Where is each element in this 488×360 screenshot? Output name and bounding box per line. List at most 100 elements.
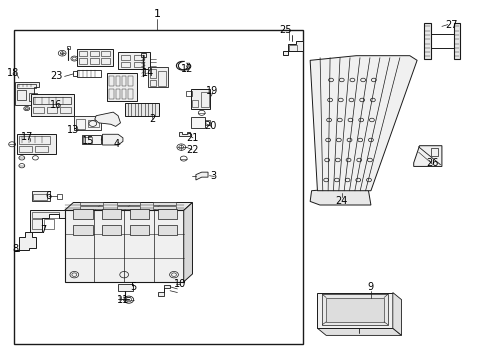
Text: 13: 13	[67, 125, 79, 135]
Bar	[73, 225, 93, 235]
Bar	[83, 137, 92, 143]
Polygon shape	[95, 112, 120, 126]
Bar	[158, 208, 177, 219]
Bar	[46, 107, 57, 113]
Bar	[20, 136, 50, 144]
Bar	[31, 192, 50, 202]
Bar	[80, 202, 103, 205]
Bar	[129, 225, 149, 235]
Polygon shape	[183, 203, 192, 282]
Bar	[424, 23, 430, 59]
Bar	[79, 58, 87, 64]
Bar	[158, 225, 177, 235]
Bar	[102, 225, 121, 235]
Text: 16: 16	[50, 100, 62, 110]
Bar	[141, 53, 145, 57]
Bar	[76, 118, 85, 129]
Polygon shape	[64, 203, 192, 210]
Text: 24: 24	[335, 197, 347, 206]
Text: 14: 14	[142, 68, 154, 78]
Bar	[204, 120, 210, 125]
Text: 17: 17	[21, 132, 33, 142]
Bar	[201, 93, 208, 107]
Text: 2: 2	[149, 114, 156, 124]
Text: 7: 7	[40, 225, 46, 235]
Text: 12: 12	[181, 64, 193, 74]
Bar	[79, 51, 87, 57]
Bar	[134, 55, 143, 60]
Bar	[57, 194, 61, 199]
Polygon shape	[413, 146, 441, 166]
Bar	[317, 293, 392, 328]
Bar	[191, 117, 204, 128]
Text: 20: 20	[204, 121, 217, 131]
Bar	[73, 208, 93, 219]
Bar	[81, 135, 101, 144]
Bar	[74, 116, 101, 130]
Bar	[33, 97, 71, 104]
Bar	[116, 202, 140, 205]
Bar	[77, 49, 113, 66]
Bar	[118, 284, 132, 291]
Bar	[80, 206, 103, 208]
Bar	[116, 76, 120, 86]
Bar	[90, 58, 99, 64]
Text: 10: 10	[174, 279, 186, 289]
Bar	[32, 219, 41, 229]
Bar	[191, 89, 210, 109]
Polygon shape	[158, 285, 170, 296]
Text: 4: 4	[113, 139, 119, 149]
Bar	[325, 297, 383, 322]
Bar	[153, 206, 176, 208]
Bar	[322, 294, 387, 325]
Bar	[60, 107, 71, 113]
Text: 27: 27	[444, 19, 456, 30]
Bar	[20, 146, 31, 153]
Text: 19: 19	[205, 86, 218, 96]
Bar	[73, 71, 77, 76]
Text: 25: 25	[279, 25, 291, 35]
Polygon shape	[179, 132, 190, 136]
Bar	[148, 67, 167, 87]
Text: 18: 18	[7, 68, 20, 78]
Text: 3: 3	[210, 171, 216, 181]
Bar	[150, 80, 156, 86]
Bar	[158, 71, 165, 86]
Bar	[17, 134, 56, 154]
Bar	[122, 76, 126, 86]
Bar	[102, 208, 121, 219]
Polygon shape	[15, 232, 36, 251]
Bar	[17, 90, 26, 100]
Bar	[288, 45, 296, 51]
Bar	[64, 210, 183, 282]
Text: 21: 21	[186, 133, 198, 143]
Bar	[88, 120, 99, 127]
Bar	[186, 91, 192, 96]
Text: 23: 23	[50, 71, 62, 81]
Bar	[192, 100, 198, 107]
Bar	[30, 94, 74, 116]
Bar	[120, 55, 130, 60]
Polygon shape	[309, 56, 416, 191]
Bar	[120, 62, 130, 67]
Bar	[107, 73, 136, 102]
Polygon shape	[30, 210, 66, 232]
Bar	[14, 30, 302, 344]
Bar	[118, 52, 149, 69]
Bar	[109, 76, 114, 86]
Bar	[77, 70, 101, 77]
Text: 9: 9	[367, 282, 373, 292]
Bar	[33, 107, 43, 113]
Bar	[18, 84, 36, 88]
Bar	[430, 148, 437, 156]
Bar	[90, 51, 99, 57]
Bar	[66, 46, 70, 49]
Text: 5: 5	[130, 282, 136, 292]
Bar	[29, 93, 37, 101]
Polygon shape	[309, 187, 370, 205]
Bar	[129, 208, 149, 219]
Bar	[35, 146, 47, 153]
Polygon shape	[15, 82, 39, 105]
Bar	[101, 51, 110, 57]
Bar	[125, 103, 159, 116]
